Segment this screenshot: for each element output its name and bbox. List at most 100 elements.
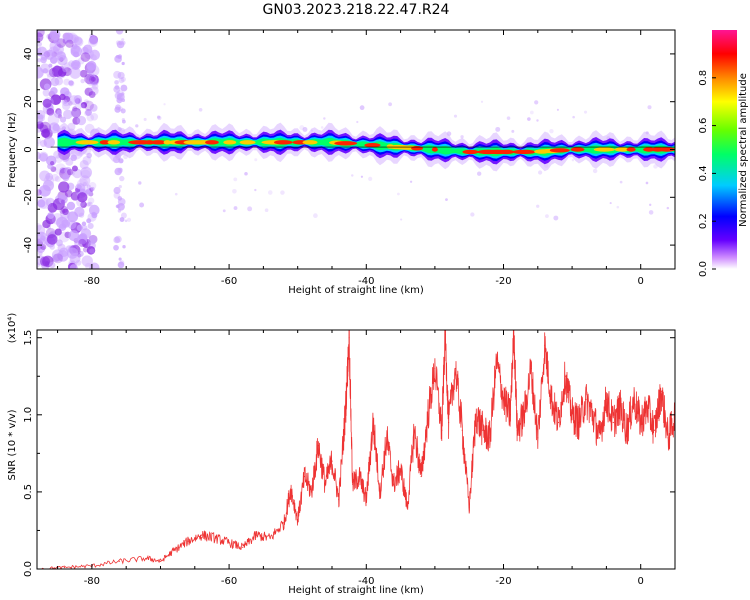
noise-speckle <box>114 84 120 90</box>
noise-speckle <box>89 54 97 62</box>
noise-speckle <box>66 32 78 44</box>
noise-speckle <box>56 109 62 116</box>
noise-speckle <box>51 65 64 77</box>
noise-speckle <box>619 180 623 184</box>
snr-data-point <box>475 414 477 416</box>
colorbar-ticks: 0.0 0.2 0.4 0.6 0.8 <box>698 70 716 277</box>
noise-speckle <box>87 222 94 229</box>
snr-data-point <box>228 542 230 544</box>
noise-speckle <box>49 56 58 64</box>
noise-speckle <box>388 102 393 107</box>
noise-speckle <box>56 51 67 62</box>
noise-speckle <box>88 35 98 45</box>
spectrogram-y-tick-label: 20 <box>23 95 34 108</box>
noise-speckle <box>313 213 318 219</box>
noise-speckle <box>117 196 123 201</box>
noise-speckle <box>59 167 66 174</box>
noise-speckle <box>41 128 50 138</box>
noise-speckle <box>118 77 125 84</box>
noise-speckle <box>77 233 87 244</box>
snr-data-point <box>358 475 360 478</box>
noise-speckle <box>453 114 458 118</box>
noise-speckle <box>537 170 543 175</box>
noise-speckle <box>54 77 64 86</box>
noise-speckle <box>39 170 51 182</box>
snr-data-point <box>393 483 395 485</box>
noise-speckle <box>302 126 308 132</box>
snr-data-point <box>461 429 463 431</box>
snr-data-point <box>626 429 628 431</box>
noise-speckle <box>69 264 78 269</box>
spectrogram-y-axis: -40 -20 0 20 40 <box>23 41 675 258</box>
noise-speckle <box>113 236 121 244</box>
noise-speckle <box>117 261 125 269</box>
noise-speckle <box>649 203 652 207</box>
snr-y-tick-label: 0.0 <box>23 561 34 577</box>
noise-speckle <box>477 171 482 176</box>
ridge-hotspot <box>593 147 615 152</box>
noise-speckle <box>74 241 80 247</box>
noise-speckle <box>37 114 46 122</box>
noise-speckle <box>37 231 47 242</box>
noise-speckle <box>506 116 511 120</box>
noise-speckle <box>63 99 68 104</box>
noise-speckle <box>115 30 124 35</box>
noise-speckle <box>117 71 125 80</box>
ridge-hotspot <box>570 147 585 152</box>
noise-speckle <box>320 126 324 129</box>
snr-data-point <box>482 429 484 431</box>
snr-data-point <box>571 414 573 416</box>
snr-y-tick-label: 1.5 <box>23 330 34 346</box>
noise-speckle <box>368 176 373 181</box>
noise-speckle <box>42 98 52 108</box>
ridge-hotspot <box>626 147 636 152</box>
noise-speckle <box>51 173 59 182</box>
noise-speckle <box>323 117 326 120</box>
noise-speckle <box>87 37 98 47</box>
noise-speckle <box>118 257 122 261</box>
noise-speckle <box>52 253 63 264</box>
noise-speckle <box>80 103 86 109</box>
noise-speckle <box>67 220 77 230</box>
noise-speckle <box>37 138 42 144</box>
noise-speckle <box>68 101 73 106</box>
noise-speckle <box>42 68 48 74</box>
noise-speckle <box>359 105 365 111</box>
noise-speckle <box>124 219 128 223</box>
snr-data-point <box>537 437 539 439</box>
noise-speckle <box>584 110 588 114</box>
noise-speckle <box>50 94 62 106</box>
noise-speckle <box>82 181 87 187</box>
snr-data-point <box>201 534 203 536</box>
noise-speckle <box>59 247 69 257</box>
noise-speckle <box>571 159 575 162</box>
noise-speckle <box>60 116 67 123</box>
noise-speckle <box>138 181 142 185</box>
noise-speckle <box>360 175 364 178</box>
noise-speckle <box>82 155 92 166</box>
noise-speckle <box>54 228 62 236</box>
noise-speckle <box>64 166 72 175</box>
ridge-hotspot <box>273 140 293 145</box>
noise-speckle <box>88 182 97 190</box>
spectrogram-x-tick-label: -60 <box>221 276 237 287</box>
noise-speckle <box>121 38 125 42</box>
noise-speckle <box>86 202 91 207</box>
noise-speckle <box>37 32 44 43</box>
snr-data-point <box>557 421 560 424</box>
noise-speckle <box>58 181 70 193</box>
noise-speckle <box>553 215 559 221</box>
figure-title: GN03.2023.218.22.47.R24 <box>263 2 450 18</box>
noise-speckle <box>247 206 253 212</box>
noise-speckle <box>645 181 649 185</box>
noise-speckle <box>135 124 139 128</box>
snr-data-point <box>530 367 532 370</box>
noise-speckle <box>356 120 359 124</box>
ridge-hotspot <box>163 140 172 145</box>
snr-data-point <box>667 437 669 439</box>
noise-speckle <box>37 41 43 47</box>
noise-speckle <box>82 246 89 253</box>
ridge-hotspot <box>239 140 256 145</box>
noise-speckle <box>45 227 56 239</box>
noise-speckle <box>65 33 77 44</box>
